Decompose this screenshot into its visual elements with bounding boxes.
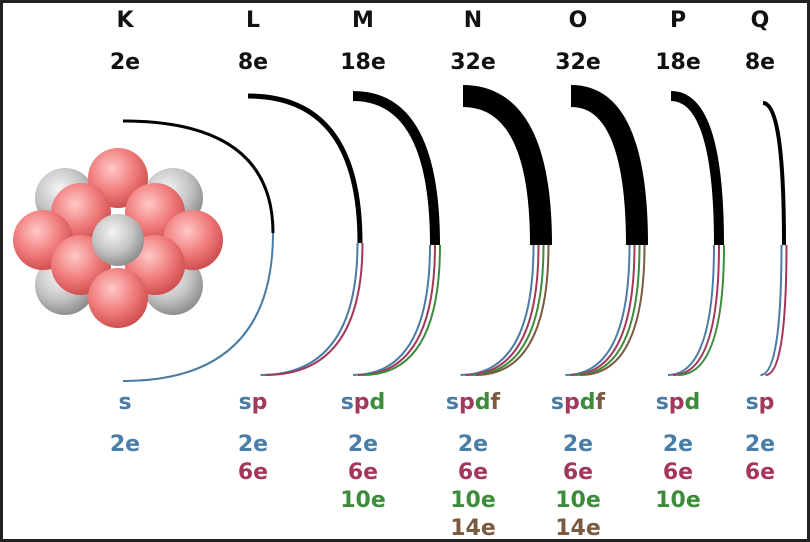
subshell-letter: s bbox=[118, 390, 131, 415]
subshell-letter: p bbox=[564, 390, 580, 415]
subshell-letter: p bbox=[669, 390, 685, 415]
subshell-capacity: 2e bbox=[110, 432, 140, 457]
subshell-line bbox=[760, 244, 783, 376]
shell-capacity: 18e bbox=[340, 50, 386, 75]
subshell-capacity: 6e bbox=[348, 460, 378, 485]
shell-name: Q bbox=[751, 8, 770, 33]
subshell-letter: s bbox=[446, 390, 459, 415]
subshell-capacity: 10e bbox=[450, 488, 496, 513]
subshell-letter: d bbox=[370, 390, 386, 415]
subshell-line bbox=[460, 244, 535, 376]
subshell-line bbox=[475, 244, 550, 376]
subshell-capacity: 2e bbox=[458, 432, 488, 457]
shell-arc bbox=[462, 85, 552, 246]
subshell-line bbox=[580, 244, 646, 376]
subshell-line bbox=[357, 244, 436, 376]
subshell-line bbox=[565, 244, 631, 376]
subshell-line bbox=[362, 244, 441, 376]
subshell-letter: s bbox=[239, 390, 252, 415]
subshell-capacity: 6e bbox=[458, 460, 488, 485]
subshell-capacity: 10e bbox=[555, 488, 601, 513]
shell-arc bbox=[247, 93, 363, 244]
subshell-letters: spdf bbox=[551, 390, 606, 415]
shell-name: M bbox=[352, 8, 374, 33]
subshell-letter: f bbox=[596, 390, 606, 415]
subshell-letter: d bbox=[475, 390, 491, 415]
nucleus bbox=[13, 148, 223, 328]
subshell-letter: d bbox=[580, 390, 596, 415]
subshell-letter: p bbox=[252, 390, 268, 415]
subshell-line bbox=[352, 244, 431, 376]
shell-name: P bbox=[670, 8, 686, 33]
shell-capacity: 32e bbox=[450, 50, 496, 75]
subshell-letters: spdf bbox=[446, 390, 501, 415]
shell-arc bbox=[670, 91, 724, 246]
subshell-letter: p bbox=[459, 390, 475, 415]
shell-name: L bbox=[246, 8, 260, 33]
subshell-capacity: 6e bbox=[563, 460, 593, 485]
subshell-capacity: 14e bbox=[555, 516, 601, 539]
subshell-capacity: 6e bbox=[745, 460, 775, 485]
subshell-capacity: 14e bbox=[450, 516, 496, 539]
subshell-capacity: 2e bbox=[663, 432, 693, 457]
subshell-capacity: 2e bbox=[563, 432, 593, 457]
subshell-letter: p bbox=[354, 390, 370, 415]
subshell-letters: spd bbox=[656, 390, 701, 415]
subshell-line bbox=[575, 244, 641, 376]
shell-name: K bbox=[116, 8, 134, 33]
shell-capacity: 8e bbox=[745, 50, 775, 75]
shell-arc bbox=[762, 101, 786, 246]
subshell-letter: s bbox=[341, 390, 354, 415]
subshell-letters: sp bbox=[239, 390, 268, 415]
shell-capacity: 8e bbox=[238, 50, 268, 75]
subshell-line bbox=[677, 244, 725, 376]
subshell-capacity: 2e bbox=[745, 432, 775, 457]
subshell-capacity: 10e bbox=[340, 488, 386, 513]
subshell-letter: s bbox=[656, 390, 669, 415]
subshell-capacity: 6e bbox=[663, 460, 693, 485]
shell-capacity: 32e bbox=[555, 50, 601, 75]
shell-arc bbox=[122, 119, 275, 234]
subshell-capacity: 10e bbox=[655, 488, 701, 513]
subshell-line bbox=[122, 232, 274, 382]
shell-capacity: 18e bbox=[655, 50, 701, 75]
subshell-line bbox=[465, 244, 540, 376]
subshell-line bbox=[265, 242, 364, 376]
subshell-letters: s bbox=[118, 390, 131, 415]
subshell-capacity: 6e bbox=[238, 460, 268, 485]
shell-arc bbox=[570, 85, 648, 246]
subshell-line bbox=[667, 244, 715, 376]
subshell-letter: d bbox=[685, 390, 701, 415]
subshell-line bbox=[570, 244, 636, 376]
subshell-letter: f bbox=[491, 390, 501, 415]
subshell-capacity: 2e bbox=[238, 432, 268, 457]
subshell-letter: s bbox=[746, 390, 759, 415]
subshell-line bbox=[765, 244, 788, 376]
subshell-letters: spd bbox=[341, 390, 386, 415]
subshell-capacity: 2e bbox=[348, 432, 378, 457]
shell-capacity: 2e bbox=[110, 50, 140, 75]
subshell-line bbox=[470, 244, 545, 376]
subshell-line bbox=[672, 244, 720, 376]
shell-diagram: K2es2eL8esp2e6eM18espd2e6e10eN32espdf2e6… bbox=[13, 8, 788, 539]
shell-name: O bbox=[569, 8, 588, 33]
subshell-letter: s bbox=[551, 390, 564, 415]
subshell-line bbox=[260, 242, 359, 376]
shell-name: N bbox=[464, 8, 482, 33]
subshell-letters: sp bbox=[746, 390, 775, 415]
shell-arc bbox=[352, 91, 440, 246]
subshell-letter: p bbox=[759, 390, 775, 415]
